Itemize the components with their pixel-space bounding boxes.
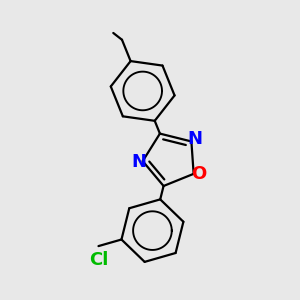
Text: N: N [188,130,202,148]
Text: Cl: Cl [89,251,108,269]
Text: N: N [131,153,146,171]
Text: O: O [190,165,206,183]
